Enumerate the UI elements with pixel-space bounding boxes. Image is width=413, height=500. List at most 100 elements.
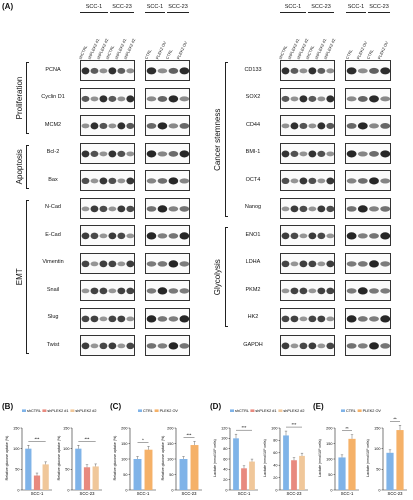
y-tick-label: 100 [63,447,69,451]
left-blot-knockdown [80,252,135,274]
condition-label-left-ov-2: CTRL [164,48,174,60]
blot-band [146,288,157,294]
blot-band [146,67,157,75]
condition-label-left-ov-3: PLEK2 OV [174,40,188,60]
blot-band [369,177,379,185]
right-blot-overexpression [345,252,391,274]
blot-band [346,232,357,240]
blot-band [346,95,357,101]
blot-band [146,232,157,240]
left-blot-overexpression [145,335,190,356]
blot-band [99,287,108,295]
blot-band [308,67,317,75]
right-blot-knockdown [280,197,335,219]
right-blot-knockdown [280,280,335,301]
blot-band [157,315,168,322]
blot-band [168,259,179,267]
blot-band [290,287,299,295]
y-tick-label: 100 [326,457,332,461]
blot-band [308,232,317,240]
blot-band [326,150,334,156]
blot-band [299,205,308,212]
blot-band [290,122,299,130]
blot-band [290,232,299,240]
blot-band [308,288,317,294]
blot-band [299,233,308,239]
blot-band [146,149,157,157]
left-blot-knockdown [80,142,135,164]
blot-band [81,95,90,102]
blot-bands [81,287,134,295]
blot-band [380,314,390,322]
blot-band [168,94,179,102]
blot-bands [346,149,390,157]
right-blot-knockdown [280,87,335,109]
blot-band [380,343,390,349]
y-tick-label: 150 [121,442,127,446]
blot-band [326,233,334,239]
blot-band [380,178,390,184]
blot-band [299,260,308,267]
blot-band [168,123,179,129]
y-tick-label: 120 [221,426,227,430]
bar [33,475,41,490]
blot-band [146,205,157,212]
blot-band [108,67,117,75]
y-tick-label: 50 [169,473,173,477]
blot-band [290,150,299,157]
y-tick-label: 150 [63,426,69,430]
left-blot-overexpression [145,170,190,191]
blot-band [117,287,126,295]
blot-bands [281,204,334,212]
y-tick-label: 0 [171,488,173,492]
blot-band [179,95,189,101]
marker-label: GAPDH [243,341,263,348]
x-category-label: SCC-1 [137,491,150,496]
y-tick-label: 50 [65,468,69,472]
blot-band [369,288,379,294]
blot-bands [146,122,189,130]
left-blot-overexpression [145,197,190,219]
y-axis-title: Lactate (nmol/10⁶ cells) [213,439,217,477]
blot-band [126,150,134,156]
x-category-label: SCC-23 [287,491,303,496]
blot-band [369,315,379,322]
marker-label: Slug [47,314,59,320]
blot-band [281,288,290,294]
legend-label: shPLEK2 #2 [283,409,304,413]
blot-bands [281,287,334,295]
left-blot-overexpression [145,225,190,246]
legend-swatch [357,409,362,412]
cell-line-underline [80,12,108,13]
blot-band [179,178,189,184]
right-blot-overexpression [345,60,391,81]
blot-bands [81,260,134,267]
blot-band [126,68,134,74]
cell-line-label-right-kd-2: SCC-23 [311,4,331,10]
blot-band [126,260,134,267]
blot-band [126,94,134,102]
blot-band [108,260,117,267]
blot-bands [281,342,334,350]
bar [386,452,394,490]
marker-label: BMI-1 [245,149,261,155]
blot-band [117,178,126,184]
blot-band [281,95,290,102]
blot-band [317,204,326,212]
bar [92,466,99,490]
left-blot-overexpression [145,60,190,81]
blot-band [108,177,117,185]
blot-band [90,343,99,349]
blot-band [308,95,317,102]
right-blot-knockdown [280,225,335,246]
y-tick-label: 20 [273,476,277,480]
blot-band [90,260,99,266]
legend-label: CTRL [143,409,153,413]
blot-band [346,314,357,322]
y-tick-label: 100 [271,426,277,430]
chart-e: CTRL PLEK2 OV Lactate (nmol/10⁶ cells) 0 50 1… [318,409,407,496]
right-blot-overexpression [345,280,391,301]
bar [25,448,32,490]
left-blot-overexpression [145,307,190,329]
blot-band [117,122,126,130]
